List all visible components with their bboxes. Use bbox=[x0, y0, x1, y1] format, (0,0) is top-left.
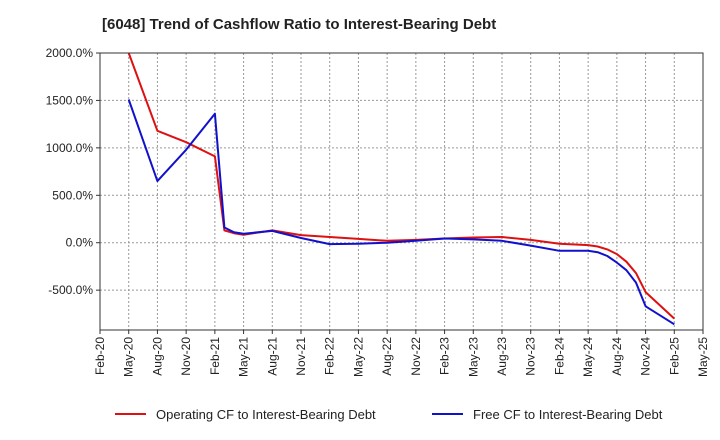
series-lines bbox=[127, 52, 675, 326]
x-tick-label: Feb-20 bbox=[93, 337, 107, 375]
x-axis-ticks: Feb-20 May-20 Aug-20 Nov-20 Feb-21 May-21 Aug-… bbox=[93, 330, 710, 377]
y-tick-label: -500.0% bbox=[48, 283, 93, 297]
y-tick-label: 500.0% bbox=[52, 188, 93, 202]
chart-title: [6048] Trend of Cashflow Ratio to Intere… bbox=[102, 16, 496, 33]
series-line-1 bbox=[127, 52, 675, 320]
plot-area-frame bbox=[99, 52, 704, 331]
y-axis-ticks: 2000.0% 1500.0% 1000.0% 500.0% 0.0% -500.0% bbox=[46, 46, 100, 297]
x-tick-label: May-23 bbox=[466, 337, 480, 377]
x-tick-label: Feb-22 bbox=[323, 337, 337, 375]
y-tick-label: 0.0% bbox=[66, 236, 94, 250]
x-tick-label: Nov-24 bbox=[639, 337, 653, 376]
series-line-2 bbox=[127, 99, 675, 326]
x-tick-label: May-21 bbox=[237, 337, 251, 377]
x-tick-label: Feb-21 bbox=[208, 337, 222, 375]
y-tick-label: 1000.0% bbox=[46, 141, 94, 155]
x-tick-label: Nov-20 bbox=[179, 337, 193, 376]
x-tick-label: Feb-25 bbox=[667, 337, 681, 375]
x-tick-label: May-24 bbox=[581, 337, 595, 377]
x-tick-label: Nov-22 bbox=[409, 337, 423, 376]
x-tick-label: Aug-21 bbox=[265, 337, 279, 376]
grid bbox=[100, 53, 703, 330]
x-tick-label: Feb-24 bbox=[552, 337, 566, 375]
legend-label-2: Free CF to Interest-Bearing Debt bbox=[473, 407, 663, 422]
x-tick-label: Aug-20 bbox=[150, 337, 164, 376]
x-tick-label: Aug-24 bbox=[610, 337, 624, 376]
x-tick-label: Aug-22 bbox=[380, 337, 394, 376]
x-tick-label: Nov-23 bbox=[524, 337, 538, 376]
x-tick-label: Aug-23 bbox=[495, 337, 509, 376]
x-tick-label: May-25 bbox=[696, 337, 710, 377]
x-tick-label: May-22 bbox=[351, 337, 365, 377]
x-tick-label: May-20 bbox=[122, 337, 136, 377]
x-tick-label: Feb-23 bbox=[438, 337, 452, 375]
x-tick-label: Nov-21 bbox=[294, 337, 308, 376]
y-tick-label: 1500.0% bbox=[46, 93, 94, 107]
legend-label-1: Operating CF to Interest-Bearing Debt bbox=[156, 407, 376, 422]
y-tick-label: 2000.0% bbox=[46, 46, 94, 60]
legend: Operating CF to Interest-Bearing Debt Fre… bbox=[115, 407, 663, 422]
